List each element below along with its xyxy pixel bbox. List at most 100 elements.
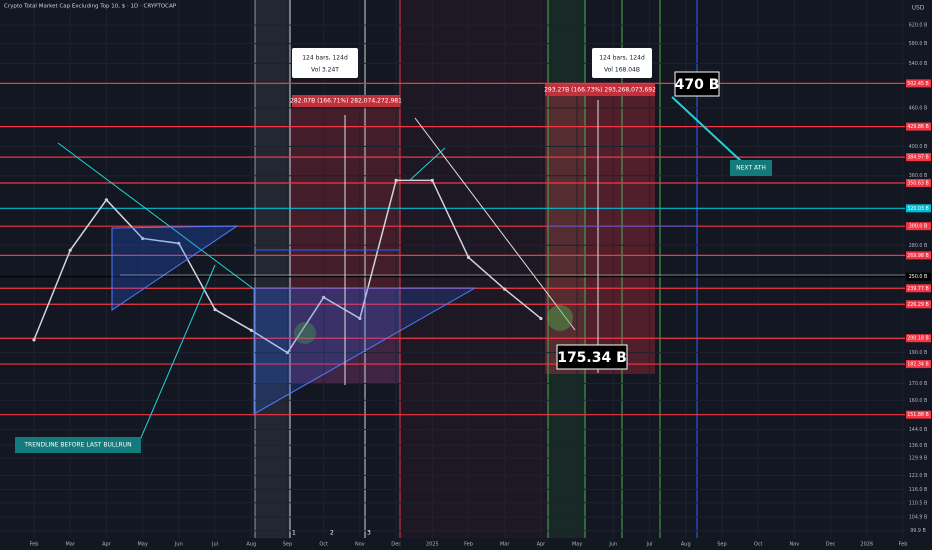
x-tick-label: Apr <box>102 542 112 548</box>
y-tick-label: 540.0 B <box>909 61 928 67</box>
y-tick-label: 580.0 B <box>909 41 928 47</box>
range-box <box>545 84 655 96</box>
x-tick-label: Nov <box>355 542 365 548</box>
level-label: 300.0 B <box>909 224 928 230</box>
x-tick-label: 2025 <box>426 542 439 548</box>
x-tick-label: Feb <box>899 542 908 548</box>
highlight <box>294 322 316 344</box>
level-label-box <box>906 272 931 281</box>
level-label-box <box>906 222 931 231</box>
y-tick-label: 122.0 B <box>909 473 928 479</box>
measure-box <box>292 48 358 78</box>
y-tick-label: 400.0 B <box>909 144 928 150</box>
level-label: 182.34 B <box>907 362 929 368</box>
trendline <box>139 264 216 441</box>
drawings <box>57 96 905 441</box>
x-tick-label: Aug <box>681 542 691 548</box>
level-label: 269.98 B <box>907 253 929 259</box>
marker-text: 1 <box>292 530 296 537</box>
price-point <box>213 307 217 312</box>
plot <box>0 0 905 538</box>
label-box <box>730 160 772 176</box>
x-tick-label: Oct <box>319 542 328 548</box>
x-tick-label: Mar <box>500 542 510 548</box>
y-tick-label: 460.0 B <box>909 105 928 111</box>
level-label-box <box>906 410 931 419</box>
level-label: 200.18 B <box>907 336 929 342</box>
y-tick-label: 360.0 B <box>909 173 928 179</box>
label-text: TRENDLINE BEFORE LAST BULLRUN <box>23 442 131 449</box>
x-tick-label: May <box>572 542 582 548</box>
level-label-box <box>906 251 931 260</box>
time-band <box>400 0 548 538</box>
price-point <box>177 241 181 245</box>
level-label-box <box>906 284 931 293</box>
x-tick-label: Dec <box>391 542 401 548</box>
range-text: 293.27B (166.73%) 293,268,073,692 <box>544 87 656 94</box>
level-label: 250.0 B <box>909 274 928 280</box>
x-tick-label: May <box>137 542 147 548</box>
level-label-box <box>906 79 931 88</box>
price-point <box>104 198 109 202</box>
callout-box <box>674 71 720 97</box>
y-tick-label: 129.9 B <box>909 455 928 461</box>
price-point <box>285 351 290 355</box>
x-tick-label: Mar <box>65 542 75 548</box>
level-label-box <box>906 300 931 309</box>
time-axis <box>0 538 905 550</box>
measure-text: 124 bars, 124d <box>599 55 645 62</box>
y-tick-label: 144.0 B <box>909 427 928 433</box>
marker-text: 2 <box>330 530 334 537</box>
level-label-box <box>906 360 931 369</box>
y-tick-label: 110.5 B <box>909 500 928 506</box>
callout-text: 175.34 B <box>557 350 627 366</box>
trendline <box>414 117 576 331</box>
level-label: 429.86 B <box>907 124 929 130</box>
annotations: 124 bars, 124d Vol 3.24T 282.07B (166.71… <box>15 48 772 537</box>
label-box <box>15 437 141 453</box>
x-tick-label: 2026 <box>860 542 873 548</box>
level-label-box <box>906 334 931 343</box>
callout-box <box>556 344 628 370</box>
price-point <box>68 248 72 252</box>
y-tick-label: 620.0 B <box>909 23 928 29</box>
x-tick-label: Jul <box>211 542 218 548</box>
price-point <box>32 338 36 342</box>
trendline <box>409 147 446 181</box>
trendline <box>57 142 256 291</box>
y-tick-label: 280.0 B <box>909 243 928 249</box>
level-label: 239.77 B <box>907 286 929 292</box>
measure-text: Vol 3.24T <box>311 67 339 74</box>
highlight <box>547 305 573 331</box>
triangle-pattern <box>253 287 477 415</box>
level-label-box <box>906 153 931 162</box>
level-label: 226.29 B <box>907 302 929 308</box>
triangle-pattern <box>111 225 239 311</box>
marker-text: 3 <box>367 530 371 537</box>
y-tick-label: 116.0 B <box>909 487 928 493</box>
level-label: 384.97 B <box>907 155 929 161</box>
x-tick-label: Apr <box>537 542 547 548</box>
level-label: 320.03 B <box>907 206 929 212</box>
x-tick-label: Sep <box>717 542 726 548</box>
price-point <box>503 287 507 291</box>
y-tick-label: 136.0 B <box>909 443 928 449</box>
label-text: NEXT ATH <box>736 165 766 172</box>
measure-text: 124 bars, 124d <box>302 55 348 62</box>
y-tick-label: 104.9 B <box>909 515 928 521</box>
x-tick-label: Nov <box>789 542 799 548</box>
axis-unit: USD <box>912 5 925 12</box>
level-label: 350.63 B <box>907 181 929 187</box>
level-label-box <box>906 122 931 131</box>
arrow <box>671 96 743 163</box>
range-text: 282.07B (166.71%) 282,074,272,981 <box>290 98 402 105</box>
range-box <box>292 95 400 107</box>
y-tick-label: 190.0 B <box>909 350 928 356</box>
x-tick-label: Aug <box>246 542 256 548</box>
regions <box>254 0 655 538</box>
x-tick-label: Feb <box>30 542 39 548</box>
price-point <box>249 328 253 332</box>
price-point <box>539 316 543 321</box>
x-tick-label: Oct <box>754 542 763 548</box>
